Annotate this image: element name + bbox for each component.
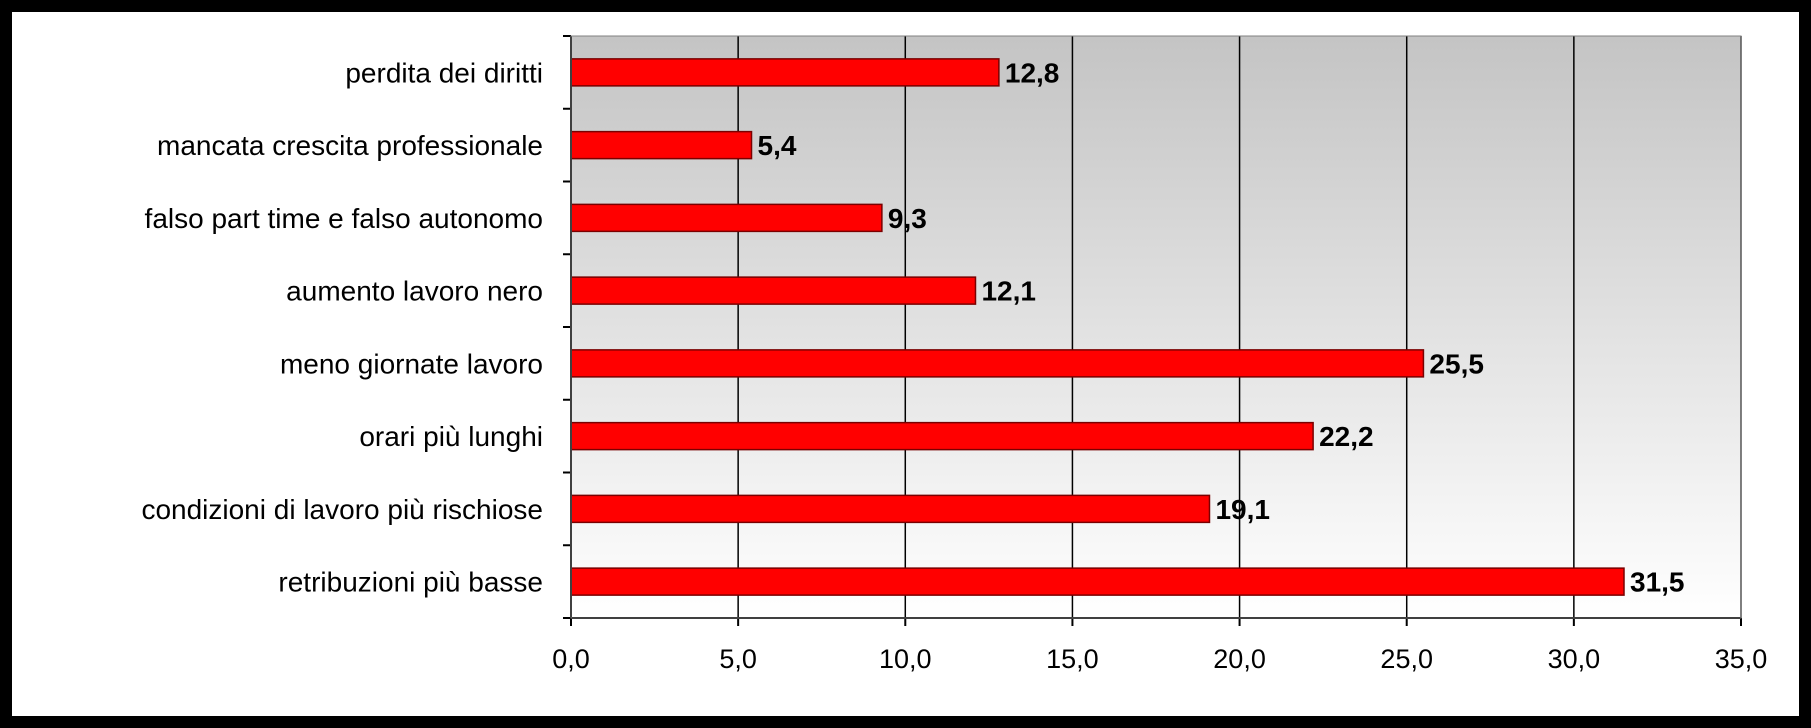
x-tick-label: 5,0 [719,644,757,674]
labels: 12,8 perdita dei diritti 5,4 mancata cresci… [141,57,1767,674]
x-tick-label: 10,0 [879,644,932,674]
category-label: mancata crescita professionale [157,130,543,161]
plot-border [570,35,1742,619]
x-tick-label: 25,0 [1380,644,1433,674]
data-label: 25,5 [1429,348,1484,379]
data-label: 31,5 [1630,567,1685,598]
data-label: 22,2 [1319,421,1374,452]
x-tick-label: 0,0 [552,644,590,674]
bar [570,349,1425,378]
category-label: aumento lavoro nero [286,276,543,307]
bar [570,421,1314,451]
bar [570,276,977,305]
data-label: 12,8 [1005,57,1060,88]
category-label: orari più lunghi [359,421,543,452]
data-label: 19,1 [1215,494,1270,525]
axes [563,35,1742,626]
bar [570,567,1625,596]
bar [570,130,753,160]
data-label: 9,3 [888,203,927,234]
x-tick-label: 15,0 [1046,644,1099,674]
data-label: 5,4 [758,130,797,161]
bar [570,58,1000,87]
category-label: retribuzioni più basse [278,567,543,598]
category-label: condizioni di lavoro più rischiose [141,494,543,525]
bar [570,494,1211,524]
x-tick-label: 20,0 [1213,644,1266,674]
category-label: meno giornate lavoro [280,348,543,379]
x-tick-label: 30,0 [1548,644,1601,674]
category-label: perdita dei diritti [345,57,543,88]
category-label: falso part time e falso autonomo [145,203,543,234]
bars [570,58,1625,596]
bar [570,203,883,233]
plot-area [571,36,1741,618]
x-tick-label: 35,0 [1715,644,1768,674]
data-label: 12,1 [981,276,1036,307]
